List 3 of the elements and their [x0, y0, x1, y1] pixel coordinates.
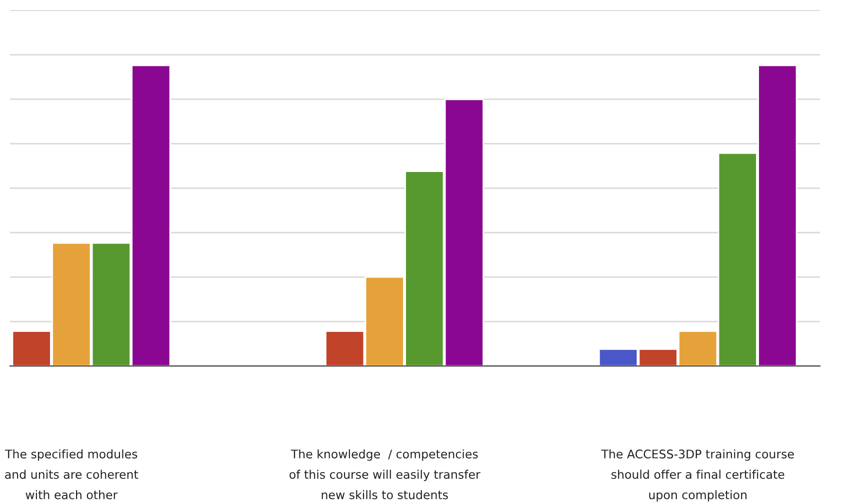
x-tick-label: The knowledge / competencies of this course will easily transfer new skills to students — [290, 449, 480, 500]
x-tick-label: The specified modules and units are coherent with each other — [4, 449, 138, 500]
x-tick-label: The ACCESS-3DP training course should offer a final certificate upon completion — [601, 449, 794, 502]
